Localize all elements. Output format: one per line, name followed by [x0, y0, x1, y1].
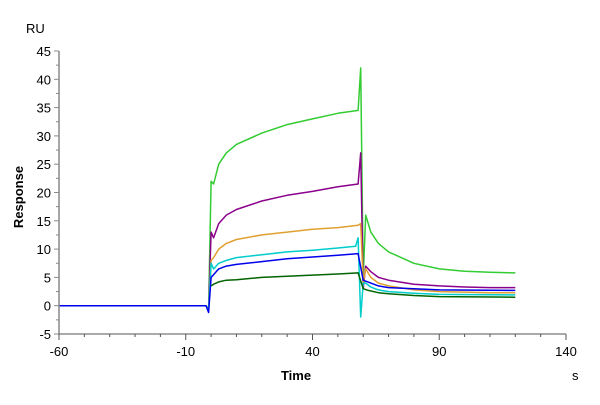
y-tick-label: 0	[44, 299, 51, 314]
x-unit-label: s	[572, 368, 579, 383]
x-tick-label: 40	[305, 344, 319, 359]
series-line-3	[59, 222, 516, 310]
y-tick-label: 10	[37, 242, 51, 257]
x-tick-label: -10	[176, 344, 195, 359]
series-layer	[59, 67, 516, 318]
y-tick-label: 20	[37, 186, 51, 201]
x-axis-label: Time	[281, 368, 311, 383]
x-tick-label: 140	[555, 344, 577, 359]
ticks: -5 0 5 10 15 20 25 30 35 40 45 -60 -10 40 90 140	[37, 44, 577, 359]
y-tick-label: 5	[44, 270, 51, 285]
y-tick-label: 35	[37, 101, 51, 116]
y-tick-label: 30	[37, 129, 51, 144]
y-tick-label: 40	[37, 72, 51, 87]
series-line-4	[59, 237, 516, 318]
series-line-2	[59, 152, 516, 311]
series-line-5	[59, 252, 516, 314]
x-tick-label: 90	[432, 344, 446, 359]
y-tick-label: -5	[39, 327, 51, 342]
series-line-6	[210, 272, 516, 298]
y-tick-label: 15	[37, 214, 51, 229]
x-tick-label: -60	[50, 344, 69, 359]
y-axis-label: Response	[11, 166, 26, 228]
series-line-1	[59, 67, 516, 310]
y-tick-label: 45	[37, 44, 51, 59]
axes	[58, 51, 566, 335]
y-unit-label: RU	[26, 21, 45, 36]
y-tick-label: 25	[37, 157, 51, 172]
